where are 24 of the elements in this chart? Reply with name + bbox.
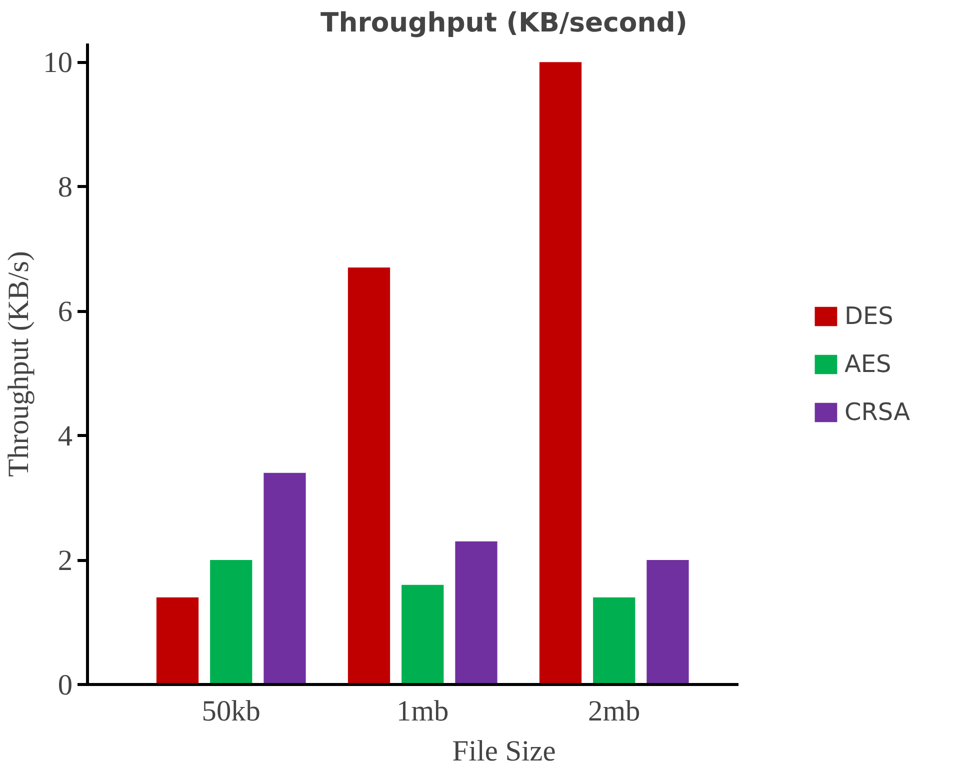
- x-axis-title: File Size: [452, 736, 556, 768]
- legend-label: AES: [844, 350, 892, 378]
- bar: [210, 560, 252, 684]
- bar: [402, 584, 444, 684]
- bar: [348, 268, 390, 684]
- bar: [539, 62, 582, 684]
- legend-label: CRSA: [844, 398, 910, 426]
- y-tick-label: 6: [58, 296, 73, 328]
- y-tick-label: 10: [43, 47, 72, 80]
- x-tick-label: 1mb: [396, 696, 449, 728]
- y-tick-label: 0: [58, 670, 73, 702]
- bar: [455, 541, 498, 684]
- y-tick-label: 2: [58, 545, 73, 578]
- x-tick-label: 2mb: [588, 696, 640, 728]
- bar: [156, 597, 199, 684]
- bar: [264, 472, 306, 684]
- bar: [593, 597, 636, 684]
- chart-title: Throughput (KB/second): [320, 8, 688, 38]
- bar: [646, 560, 689, 684]
- x-tick-label: 50kb: [202, 696, 260, 728]
- y-tick-label: 8: [58, 172, 73, 204]
- y-axis-title: Throughput (KB/s): [3, 251, 36, 477]
- legend-label: DES: [844, 302, 894, 330]
- y-tick-label: 4: [58, 420, 73, 453]
